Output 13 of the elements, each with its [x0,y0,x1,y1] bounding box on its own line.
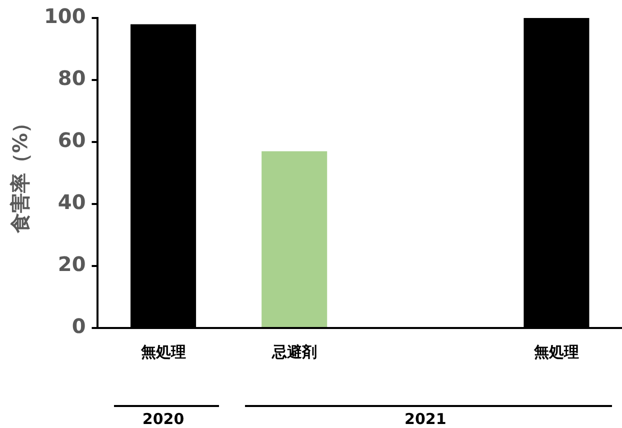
text: 2021 [404,410,446,428]
y-tick-label: 80 [58,66,86,90]
x-tick-label: 無処理 [532,342,579,361]
text: 2020 [142,410,184,428]
y-axis-title: 食害率（%） [8,112,32,234]
x-tick-label: 忌避剤 [270,342,317,361]
y-tick-label: 60 [58,128,86,152]
y-tick-label: 20 [58,252,86,276]
x-tick-label: 無処理 [140,342,186,361]
y-tick-label: 0 [72,314,86,338]
y-tick-label: 40 [58,190,86,214]
y-tick-label: 100 [44,4,86,28]
bar [262,151,328,327]
